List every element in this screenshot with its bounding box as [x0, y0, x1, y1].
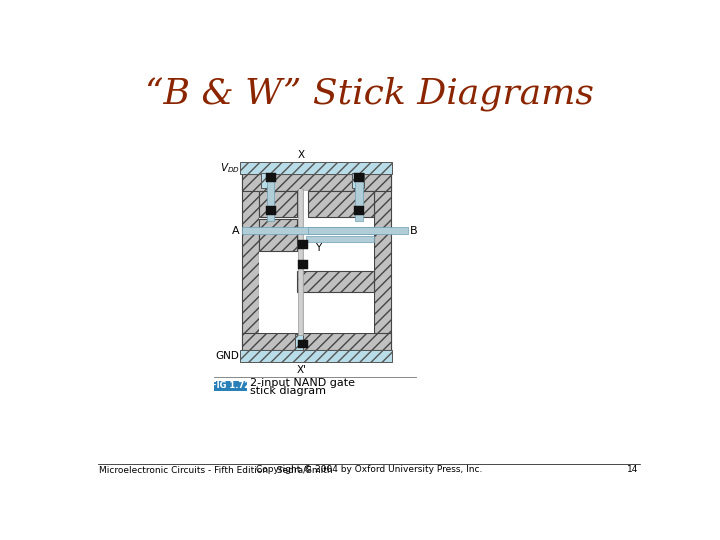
- Bar: [307, 191, 374, 217]
- Text: “B & W” Stick Diagrams: “B & W” Stick Diagrams: [145, 76, 593, 111]
- Bar: [297, 189, 303, 335]
- Text: FIG 1.72: FIG 1.72: [211, 381, 250, 390]
- Text: stick diagram: stick diagram: [251, 386, 326, 395]
- Bar: [294, 334, 303, 350]
- Bar: [259, 191, 374, 333]
- Bar: [306, 236, 374, 242]
- Text: X': X': [297, 365, 307, 375]
- Bar: [354, 173, 364, 182]
- Bar: [297, 260, 307, 269]
- Bar: [261, 173, 273, 188]
- Text: A: A: [232, 226, 240, 236]
- Text: Y: Y: [315, 244, 322, 253]
- Bar: [297, 271, 374, 292]
- Text: GND: GND: [216, 351, 240, 361]
- Bar: [266, 174, 274, 221]
- Text: $V_{DD}$: $V_{DD}$: [220, 161, 240, 175]
- Bar: [266, 173, 276, 182]
- Bar: [297, 240, 307, 249]
- Text: Copyright © 2004 by Oxford University Press, Inc.: Copyright © 2004 by Oxford University Pr…: [256, 465, 482, 474]
- Bar: [242, 174, 391, 191]
- Bar: [300, 189, 302, 335]
- Text: 2-input NAND gate: 2-input NAND gate: [251, 378, 356, 388]
- Bar: [352, 173, 364, 188]
- Bar: [242, 227, 374, 234]
- Text: 14: 14: [627, 465, 639, 474]
- Bar: [355, 174, 363, 221]
- Bar: [297, 340, 307, 348]
- Bar: [259, 191, 297, 217]
- Bar: [266, 206, 276, 215]
- Bar: [242, 333, 391, 350]
- Bar: [240, 350, 392, 362]
- Bar: [259, 219, 297, 251]
- Bar: [242, 174, 259, 350]
- Bar: [354, 206, 364, 215]
- Bar: [240, 162, 392, 174]
- Text: B: B: [410, 226, 418, 236]
- Bar: [374, 174, 391, 350]
- Text: X: X: [298, 150, 305, 159]
- Bar: [307, 227, 408, 234]
- Text: Microelectronic Circuits - Fifth Edition   Sedra/Smith: Microelectronic Circuits - Fifth Edition…: [99, 465, 333, 474]
- Bar: [214, 381, 246, 390]
